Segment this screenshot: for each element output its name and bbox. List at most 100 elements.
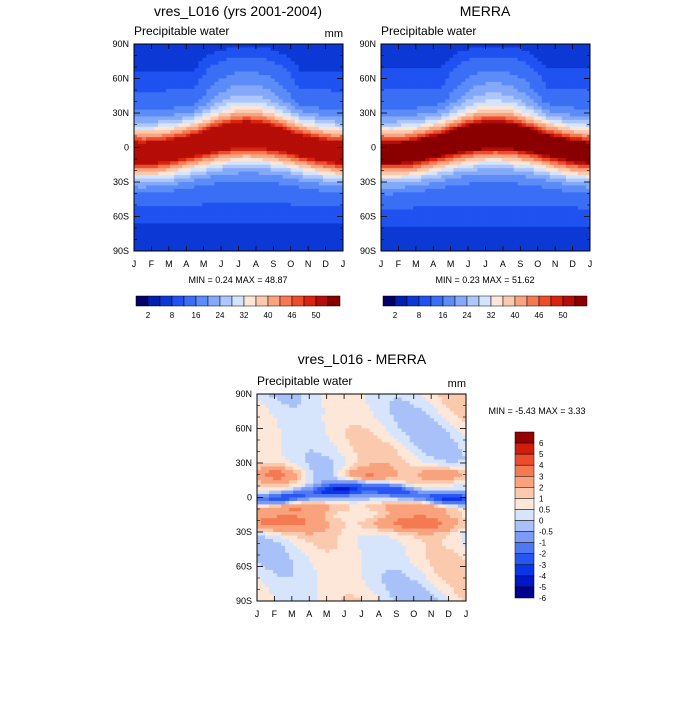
heatmap-cell bbox=[558, 54, 563, 58]
heatmap-cell bbox=[413, 99, 418, 103]
heatmap-cell bbox=[453, 148, 458, 152]
heatmap-cell bbox=[142, 113, 147, 117]
heatmap-cell bbox=[251, 79, 256, 83]
heatmap-cell bbox=[263, 192, 268, 196]
heatmap-cell bbox=[271, 61, 276, 65]
heatmap-cell bbox=[275, 199, 280, 203]
heatmap-cell bbox=[494, 154, 499, 158]
heatmap-cell bbox=[255, 148, 260, 152]
heatmap-cell bbox=[381, 44, 386, 48]
heatmap-cell bbox=[381, 151, 386, 155]
heatmap-cell bbox=[170, 89, 175, 93]
heatmap-cell bbox=[417, 44, 422, 48]
heatmap-cell bbox=[425, 54, 430, 58]
heatmap-cell bbox=[441, 103, 446, 107]
heatmap-cell bbox=[526, 99, 531, 103]
heatmap-cell bbox=[154, 72, 159, 76]
heatmap-cell bbox=[335, 89, 340, 93]
heatmap-cell bbox=[481, 75, 486, 79]
heatmap-cell bbox=[481, 130, 486, 134]
heatmap-cell bbox=[226, 213, 231, 217]
heatmap-cell bbox=[218, 116, 223, 120]
heatmap-cell bbox=[239, 65, 244, 69]
heatmap-cell bbox=[190, 134, 195, 138]
heatmap-cell bbox=[490, 137, 495, 141]
heatmap-cell bbox=[405, 130, 410, 134]
heatmap-cell bbox=[198, 234, 203, 238]
heatmap-cell bbox=[150, 99, 155, 103]
heatmap-cell bbox=[554, 92, 559, 96]
heatmap-cell bbox=[239, 230, 244, 234]
heatmap-cell bbox=[158, 148, 163, 152]
heatmap-cell bbox=[319, 206, 324, 210]
heatmap-cell bbox=[239, 134, 244, 138]
heatmap-cell bbox=[263, 75, 268, 79]
heatmap-cell bbox=[510, 127, 515, 131]
heatmap-cell bbox=[222, 113, 227, 117]
heatmap-cell bbox=[243, 234, 248, 238]
heatmap-cell bbox=[154, 137, 159, 141]
heatmap-cell bbox=[566, 141, 571, 145]
heatmap-cell bbox=[538, 120, 543, 124]
heatmap-cell bbox=[550, 44, 555, 48]
heatmap-cell bbox=[174, 227, 179, 231]
heatmap-cell bbox=[445, 58, 450, 62]
heatmap-cell bbox=[498, 47, 503, 51]
heatmap-cell bbox=[178, 110, 183, 114]
heatmap-cell bbox=[315, 127, 320, 131]
heatmap-cell bbox=[186, 99, 191, 103]
heatmap-cell bbox=[401, 51, 406, 55]
heatmap-cell bbox=[490, 130, 495, 134]
heatmap-cell bbox=[247, 217, 252, 221]
heatmap-cell bbox=[530, 51, 535, 55]
heatmap-cell bbox=[327, 199, 332, 203]
heatmap-cell bbox=[526, 58, 531, 62]
heatmap-cell bbox=[226, 168, 231, 172]
heatmap-cell bbox=[178, 61, 183, 65]
heatmap-cell bbox=[150, 51, 155, 55]
heatmap-cell bbox=[170, 192, 175, 196]
heatmap-cell bbox=[263, 227, 268, 231]
heatmap-cell bbox=[554, 144, 559, 148]
heatmap-cell bbox=[275, 179, 280, 183]
heatmap-cell bbox=[510, 65, 515, 69]
heatmap-cell bbox=[502, 92, 507, 96]
heatmap-cell bbox=[441, 79, 446, 83]
heatmap-cell bbox=[226, 241, 231, 245]
heatmap-cell bbox=[166, 223, 171, 227]
heatmap-cell bbox=[327, 217, 332, 221]
heatmap-cell bbox=[299, 199, 304, 203]
heatmap-cell bbox=[198, 58, 203, 62]
heatmap-cell bbox=[461, 44, 466, 48]
heatmap-cell bbox=[323, 182, 328, 186]
heatmap-cell bbox=[198, 96, 203, 100]
heatmap-cell bbox=[477, 75, 482, 79]
heatmap-cell bbox=[477, 58, 482, 62]
heatmap-cell bbox=[421, 82, 426, 86]
heatmap-cell bbox=[275, 241, 280, 245]
heatmap-cell bbox=[234, 120, 239, 124]
heatmap-cell bbox=[279, 72, 284, 76]
heatmap-cell bbox=[178, 230, 183, 234]
heatmap-cell bbox=[170, 44, 175, 48]
heatmap-cell bbox=[315, 234, 320, 238]
heatmap-cell bbox=[170, 234, 175, 238]
heatmap-cell bbox=[381, 123, 386, 127]
heatmap-cell bbox=[271, 172, 276, 176]
heatmap-cell bbox=[271, 234, 276, 238]
heatmap-cell bbox=[267, 192, 272, 196]
heatmap-cell bbox=[405, 141, 410, 145]
heatmap-cell bbox=[186, 185, 191, 189]
heatmap-cell bbox=[307, 179, 312, 183]
heatmap-cell bbox=[170, 189, 175, 193]
heatmap-cell bbox=[461, 151, 466, 155]
heatmap-cell bbox=[457, 68, 462, 72]
heatmap-cell bbox=[323, 241, 328, 245]
heatmap-cell bbox=[190, 148, 195, 152]
heatmap-cell bbox=[134, 72, 139, 76]
heatmap-cell bbox=[226, 161, 231, 165]
heatmap-cell bbox=[146, 154, 151, 158]
heatmap-cell bbox=[247, 103, 252, 107]
heatmap-cell bbox=[526, 158, 531, 162]
heatmap-cell bbox=[146, 106, 151, 110]
